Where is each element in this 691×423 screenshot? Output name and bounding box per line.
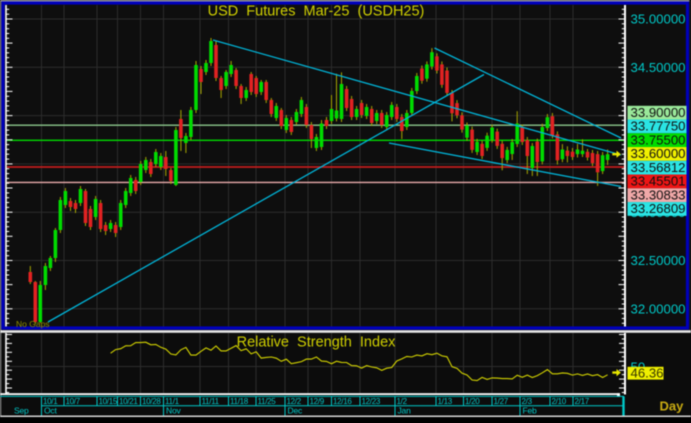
svg-text:2/3: 2/3 [522, 397, 533, 406]
svg-text:Jan: Jan [398, 406, 412, 416]
svg-text:11/18: 11/18 [230, 397, 249, 406]
svg-text:34.50000: 34.50000 [631, 60, 686, 75]
svg-text:Nov: Nov [166, 406, 181, 416]
svg-text:12/16: 12/16 [333, 397, 352, 406]
svg-text:11/1: 11/1 [165, 397, 180, 406]
svg-text:10/21: 10/21 [119, 397, 138, 406]
svg-text:2/17: 2/17 [575, 397, 590, 406]
svg-text:32.00000: 32.00000 [631, 302, 686, 317]
svg-text:1/27: 1/27 [494, 397, 509, 406]
svg-text:Dec: Dec [288, 406, 303, 416]
svg-text:33.77750: 33.77750 [631, 119, 686, 134]
svg-text:35.00000: 35.00000 [631, 12, 686, 27]
svg-text:33.45501: 33.45501 [631, 174, 686, 189]
svg-text:10/28: 10/28 [142, 397, 161, 406]
svg-text:1/13: 1/13 [438, 397, 453, 406]
svg-text:33.56812: 33.56812 [631, 160, 686, 175]
svg-text:33.26809: 33.26809 [631, 201, 686, 216]
svg-text:Relative Strength Index: Relative Strength Index [237, 335, 397, 351]
svg-text:2/10: 2/10 [552, 397, 567, 406]
svg-text:33.90000: 33.90000 [631, 105, 686, 120]
svg-text:12/9: 12/9 [310, 397, 325, 406]
svg-text:12/23: 12/23 [362, 397, 381, 406]
svg-text:1/20: 1/20 [465, 397, 480, 406]
svg-text:No Gaps: No Gaps [16, 319, 50, 329]
svg-text:33.75500: 33.75500 [631, 133, 686, 148]
svg-text:Oct: Oct [44, 406, 57, 416]
svg-text:33.60000: 33.60000 [631, 146, 686, 161]
svg-text:46.36: 46.36 [631, 365, 664, 380]
svg-text:Sep: Sep [14, 406, 29, 416]
svg-text:10/1: 10/1 [43, 397, 58, 406]
svg-text:Feb: Feb [523, 406, 538, 416]
svg-text:12/2: 12/2 [287, 397, 302, 406]
svg-text:USD Futures Mar-25 (USDH25): USD Futures Mar-25 (USDH25) [208, 4, 425, 20]
svg-text:10/15: 10/15 [99, 397, 118, 406]
svg-text:11/11: 11/11 [202, 397, 220, 406]
svg-text:33.30833: 33.30833 [631, 188, 686, 203]
svg-text:11/25: 11/25 [258, 397, 277, 406]
svg-text:10/7: 10/7 [66, 397, 81, 406]
svg-text:Day: Day [660, 399, 685, 414]
svg-text:1/2: 1/2 [397, 397, 408, 406]
svg-text:32.50000: 32.50000 [631, 253, 686, 268]
